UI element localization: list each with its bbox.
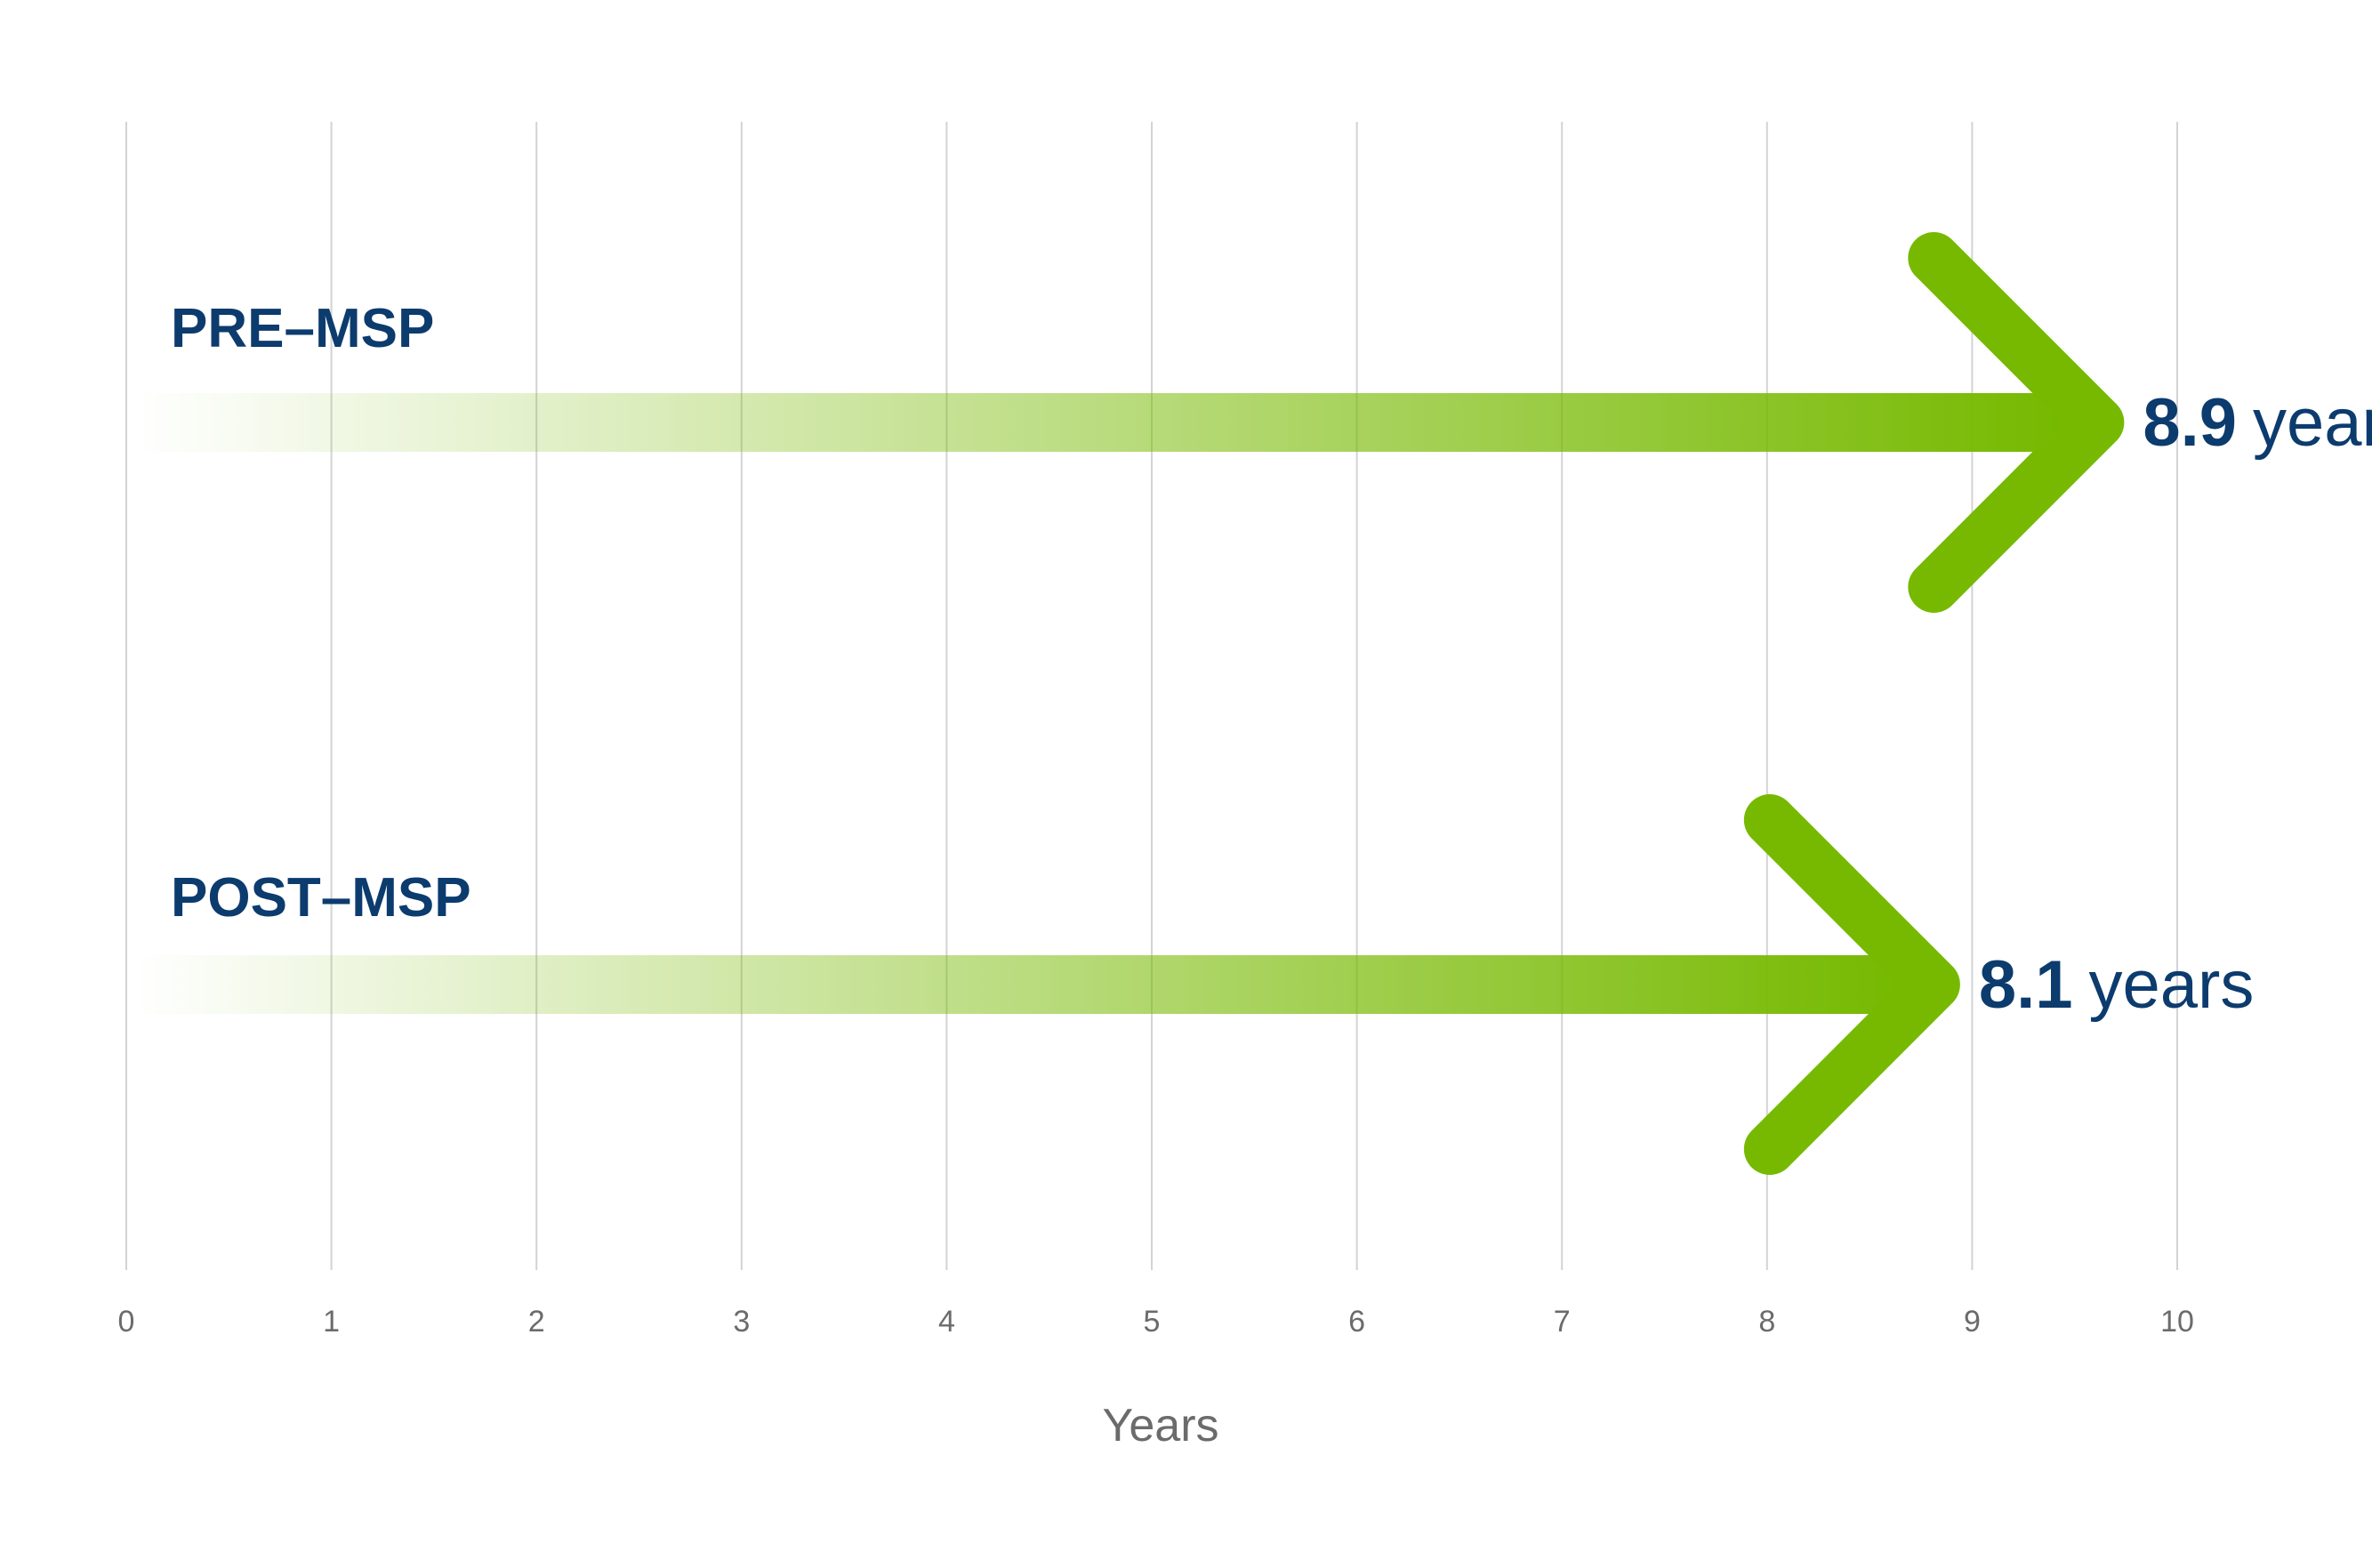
x-tick-label: 0: [118, 1305, 135, 1339]
x-tick-label: 5: [1144, 1305, 1161, 1339]
x-tick-label: 7: [1554, 1305, 1571, 1339]
x-tick-label: 1: [323, 1305, 340, 1339]
grid-lines: [125, 122, 2178, 1270]
value-number: 8.1: [1979, 947, 2073, 1023]
x-tick-label: 10: [2160, 1305, 2194, 1339]
category-label: POST–MSP: [171, 867, 471, 929]
x-tick-label: 8: [1758, 1305, 1775, 1339]
x-tick-label: 6: [1348, 1305, 1365, 1339]
value-unit: years: [2089, 947, 2255, 1023]
category-label: PRE–MSP: [171, 298, 434, 359]
arrow-head: [1908, 232, 2125, 613]
x-axis-ticks: 0 1 2 3 4 5 6 7 8 9 10: [118, 1305, 2194, 1339]
arrow-head: [1743, 794, 1960, 1175]
x-axis-title: Years: [1102, 1400, 1218, 1451]
arrow-shaft: [133, 955, 1899, 1014]
x-tick-label: 2: [528, 1305, 545, 1339]
value-number: 8.9: [2143, 385, 2237, 461]
series-arrow-post-msp: POST–MSP 8.1 years: [133, 794, 2255, 1175]
x-tick-label: 9: [1964, 1305, 1981, 1339]
x-tick-label: 3: [733, 1305, 750, 1339]
arrow-shaft: [133, 393, 2063, 452]
value-label: 8.1 years: [1979, 947, 2255, 1023]
value-unit: years: [2253, 385, 2372, 461]
value-label: 8.9years: [2143, 385, 2372, 461]
series-arrow-pre-msp: PRE–MSP 8.9years: [133, 232, 2372, 613]
x-tick-label: 4: [938, 1305, 955, 1339]
